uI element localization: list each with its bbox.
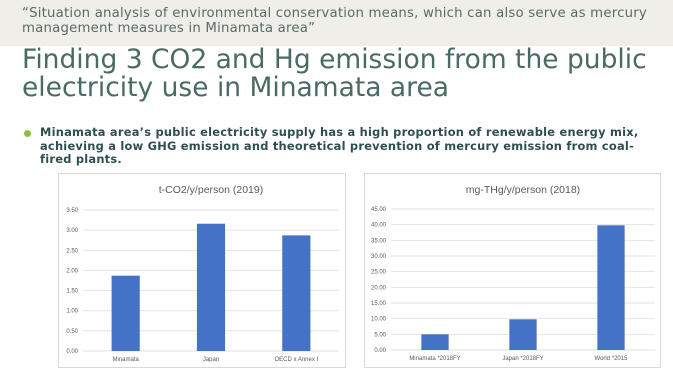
y-tick-label: 10.00: [371, 317, 387, 323]
chart-panel-co2: t-CO2/y/person (2019) 0.00 0.50 1.00 1.50 2.0…: [58, 173, 346, 368]
bullet-point: Minamata area’s public electricity suppl…: [24, 125, 660, 167]
y-tick-label: 15.00: [371, 301, 387, 307]
y-tick-label: 40.00: [371, 223, 387, 229]
y-tick-label: 2.50: [66, 248, 78, 254]
y-tick-label: 1.00: [66, 309, 78, 315]
y-tick-label: 3.00: [66, 228, 78, 234]
header-band: [0, 0, 673, 46]
y-tick-label: 45.00: [371, 207, 387, 213]
bar: [509, 319, 537, 350]
y-tick-label: 0.00: [374, 348, 386, 354]
bar: [111, 275, 140, 351]
y-tick-label: 0.00: [66, 349, 78, 355]
y-tick-label: 5.00: [374, 332, 386, 338]
bullet-dot-icon: [24, 130, 31, 137]
x-category-label: World *2015: [595, 356, 629, 362]
chart-title: mg-THg/y/person (2018): [466, 184, 580, 196]
bullet-text: Minamata area’s public electricity suppl…: [40, 125, 639, 166]
slide-title: Finding 3 CO2 and Hg emission from the p…: [22, 44, 647, 103]
y-tick-label: 1.50: [66, 289, 78, 295]
x-category-label: OECD x Annex I: [274, 357, 318, 363]
y-tick-label: 35.00: [371, 238, 387, 244]
x-category-label: Minamata *2018FY: [409, 356, 460, 362]
y-tick-label: 20.00: [371, 285, 387, 291]
slide-subtitle: “Situation analysis of environmental con…: [22, 6, 647, 36]
x-category-label: Japan *2018FY: [502, 356, 543, 362]
x-category-label: Japan: [203, 357, 219, 363]
y-tick-label: 0.50: [66, 329, 78, 335]
bar: [196, 223, 226, 351]
chart-panel-mercury: mg-THg/y/person (2018) 0.00 5.00 10.00 15.00…: [364, 173, 661, 368]
co2-bar-chart: t-CO2/y/person (2019) 0.00 0.50 1.00 1.50 2.0…: [66, 184, 339, 363]
bar: [421, 334, 449, 350]
y-tick-label: 30.00: [371, 254, 387, 260]
bar: [282, 235, 311, 351]
y-tick-label: 3.50: [66, 208, 78, 214]
y-tick-label: 2.00: [66, 268, 78, 274]
y-tick-label: 25.00: [371, 270, 387, 276]
bar: [597, 225, 625, 350]
chart-title: t-CO2/y/person (2019): [159, 184, 263, 196]
x-category-label: Minamata: [112, 357, 139, 363]
mercury-bar-chart: mg-THg/y/person (2018) 0.00 5.00 10.00 15.00…: [371, 184, 655, 362]
